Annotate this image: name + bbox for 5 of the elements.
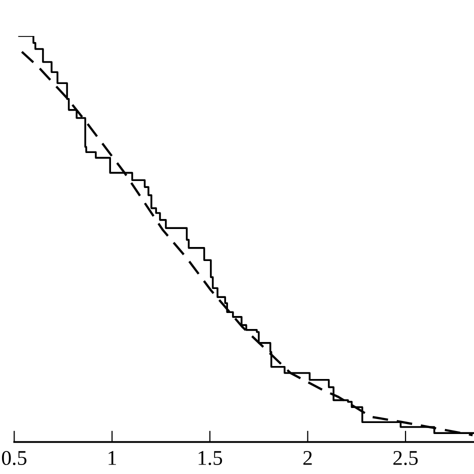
x-tick-label: 2 <box>303 451 312 465</box>
x-tick-label: 0.5 <box>2 450 26 466</box>
x-tick-label: 1.5 <box>198 451 222 466</box>
x-tick-label: 2.5 <box>393 451 418 466</box>
x-tick-label: 1 <box>108 451 116 465</box>
